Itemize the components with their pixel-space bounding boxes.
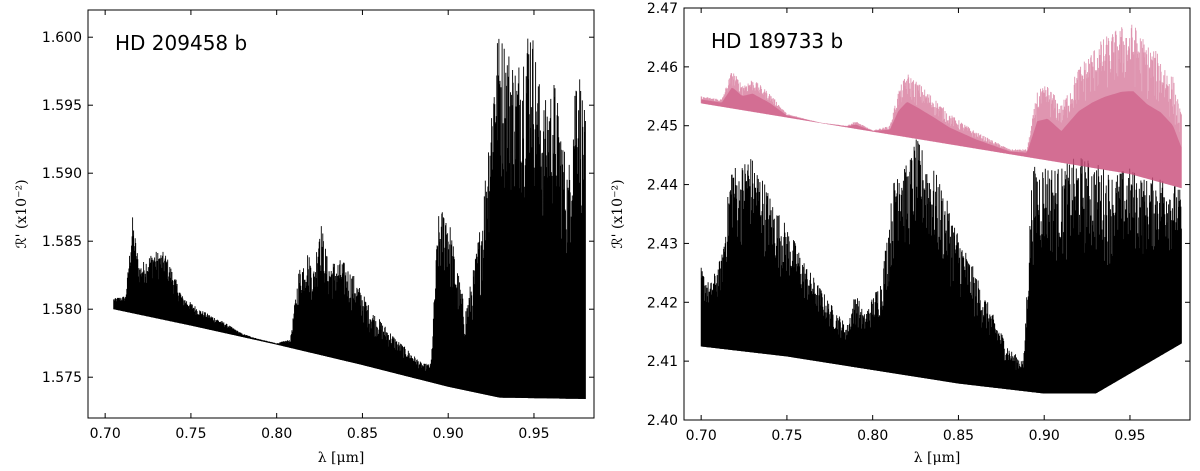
y-tick-label: 2.42: [647, 295, 678, 311]
series-0-line: [113, 38, 586, 399]
x-tick-label: 0.70: [686, 428, 717, 444]
panel-hd-189733b: 0.70 0.75 0.80 0.85 0.90 0.95 2.402.412.422.4…: [610, 1, 1191, 466]
y-tick-label: 2.45: [647, 119, 678, 135]
y-axis-label: ℛ' (x10⁻²): [14, 179, 30, 248]
y-tick-label: 1.600: [42, 30, 82, 46]
y-tick-label: 1.595: [42, 98, 82, 114]
plot-area: [700, 24, 1182, 394]
y-tick-label: 2.43: [647, 236, 678, 252]
x-tick-label: 0.95: [1114, 428, 1145, 444]
y-tick-label: 2.44: [647, 178, 678, 194]
y-tick-label: 2.41: [647, 354, 678, 370]
y-axis-label: ℛ' (x10⁻²): [610, 179, 626, 248]
y-tick-label: 1.585: [42, 234, 82, 250]
x-tick-label: 0.80: [857, 428, 888, 444]
plot-frame: [683, 7, 1191, 421]
x-axis-label: λ [μm]: [914, 450, 961, 466]
series-1-line: [700, 24, 1182, 189]
y-tick-label: 1.580: [42, 302, 82, 318]
plot-frame: [87, 9, 595, 419]
y-tick-label: 1.575: [42, 370, 82, 386]
panel-hd-209458b: 0.70 0.75 0.80 0.85 0.90 0.95 1.575 1.580 1.585…: [14, 9, 595, 466]
y-tick-label: 1.590: [42, 166, 82, 182]
plot-area: [113, 38, 586, 399]
x-tick-label: 0.90: [1029, 428, 1060, 444]
y-axis-ticks: 2.40 2.41 2.42 2.43 2.44 2.45 2.46 2.47: [647, 1, 1190, 429]
x-axis-ticks: 0.70 0.75 0.80 0.85 0.90 0.95: [686, 8, 1146, 444]
x-tick-label: 0.90: [433, 426, 464, 442]
panel-annotation: HD 209458 b: [115, 31, 247, 55]
x-tick-label: 0.70: [90, 426, 121, 442]
panel-annotation: HD 189733 b: [711, 29, 843, 53]
y-axis-ticks: 1.575 1.580 1.585 1.590 1.595 1.600: [42, 30, 594, 386]
x-tick-label: 0.85: [943, 428, 974, 444]
y-tick-label: 2.46: [647, 60, 678, 76]
x-axis-label: λ [μm]: [318, 450, 365, 466]
x-tick-label: 0.75: [175, 426, 206, 442]
x-tick-label: 0.80: [261, 426, 292, 442]
x-tick-label: 0.75: [771, 428, 802, 444]
x-axis-ticks: 0.70 0.75 0.80 0.85 0.90 0.95: [90, 10, 550, 442]
x-tick-label: 0.85: [347, 426, 378, 442]
series-0-line: [700, 139, 1182, 394]
x-tick-label: 0.95: [518, 426, 549, 442]
y-tick-label: 2.40: [647, 413, 678, 429]
y-tick-label: 2.47: [647, 1, 678, 17]
